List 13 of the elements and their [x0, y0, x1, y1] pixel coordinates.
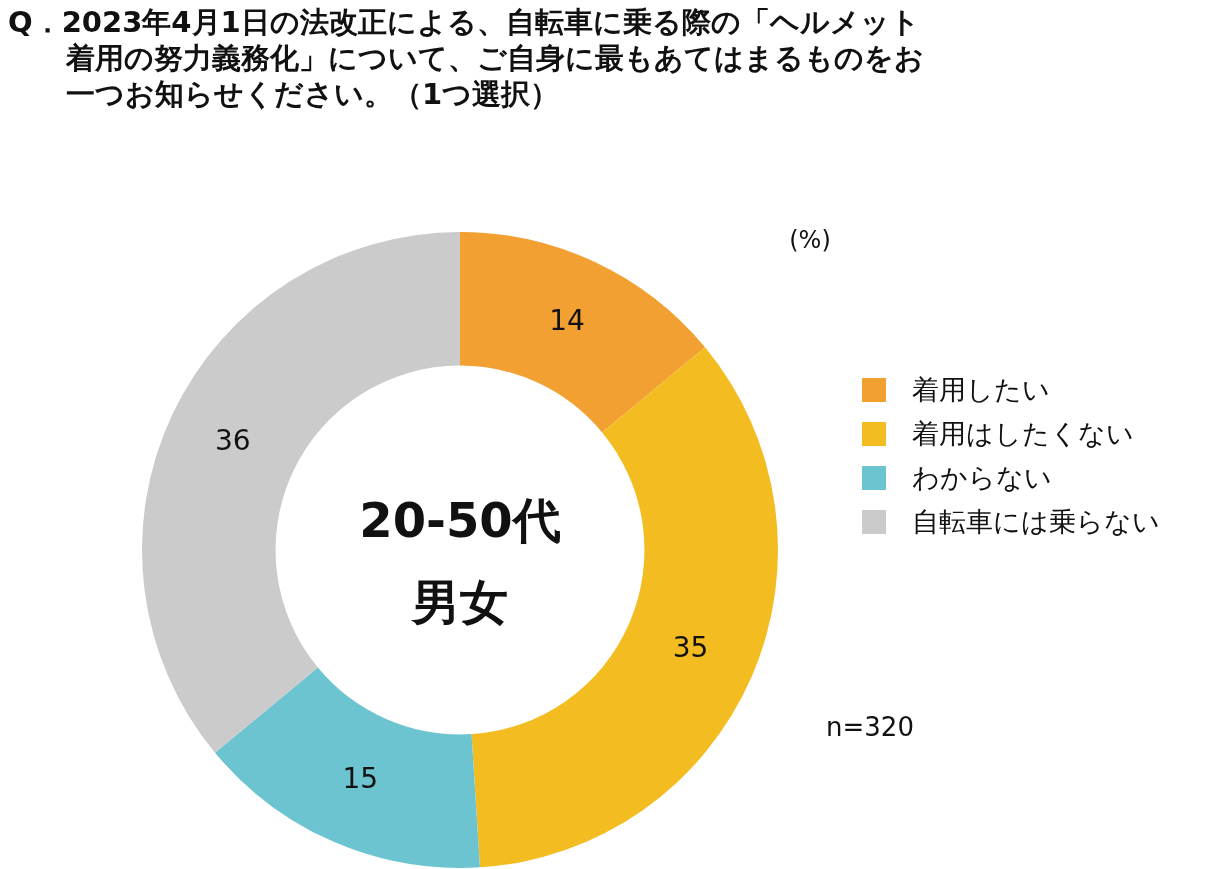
legend-label: 着用はしたくない — [912, 417, 1134, 451]
text: (%) — [788, 225, 832, 255]
legend-label: わからない — [912, 461, 1052, 495]
data-label: 14 — [549, 303, 585, 337]
data-label: 15 — [342, 761, 379, 795]
data-label: 35 — [672, 631, 709, 665]
chart-title: Q．2023年4月1日の法改正による、自転車に乗る際の「ヘルメット着用の努力義務化」について、ご自身に最もあてはまるものをお一つお知らせください。（1つ選択） — [8, 4, 925, 112]
data-label: 36 — [214, 424, 251, 458]
legend-label: 着用したい — [912, 373, 1050, 407]
text: 20-50代 — [358, 491, 562, 550]
text: 男女 — [410, 573, 509, 632]
text: n=320 — [825, 712, 915, 742]
legend-label: 自転車には乗らない — [912, 505, 1160, 539]
